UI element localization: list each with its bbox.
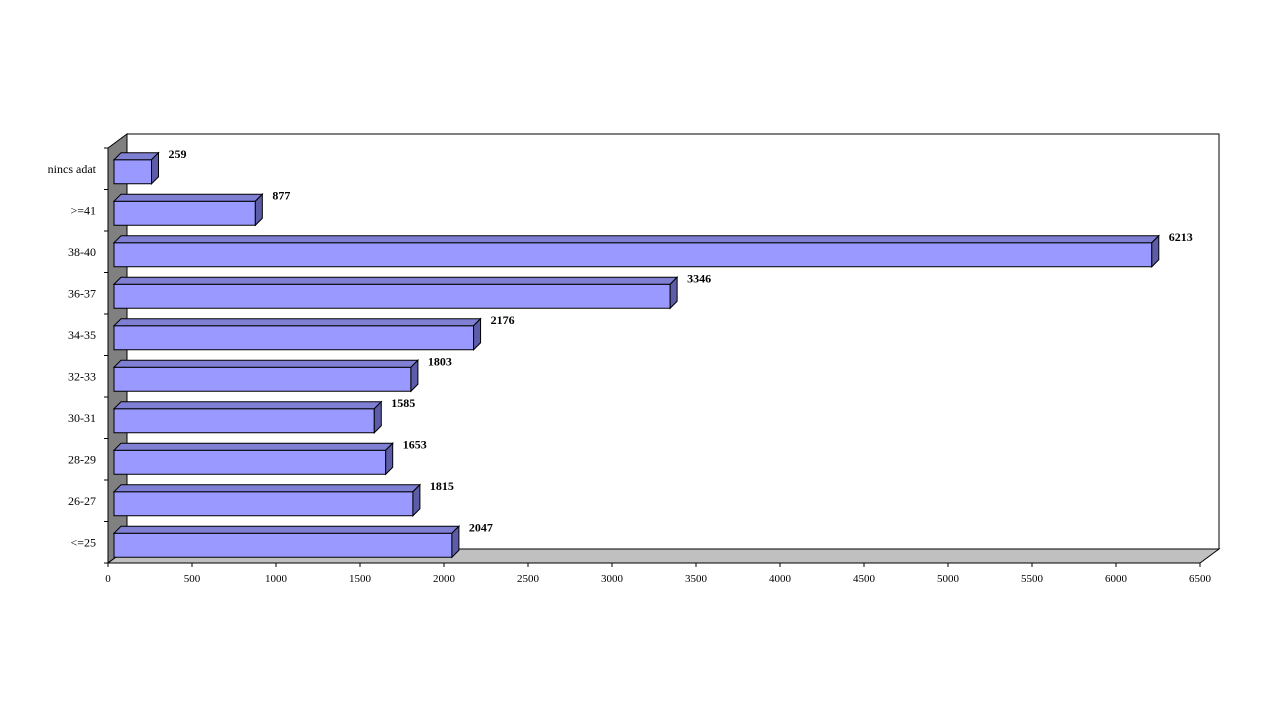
data-label: 2047 — [469, 520, 493, 534]
bar-side — [373, 400, 382, 434]
data-label: 1585 — [391, 396, 415, 410]
data-label: 1803 — [428, 354, 452, 368]
bar-front — [113, 408, 375, 434]
data-label: 1653 — [403, 437, 427, 451]
bar: 259 — [112, 147, 187, 185]
data-label: 259 — [169, 147, 187, 161]
bar-side — [669, 276, 678, 310]
bar-side — [254, 193, 263, 227]
x-tick-label: 1500 — [349, 573, 372, 585]
y-axis: <=25 26-27 28-29 30-31 32-33 34-35 36-37 38-40 >… — [48, 147, 109, 564]
bar-top — [112, 525, 461, 534]
bar-front — [113, 366, 412, 392]
bar-top — [112, 276, 679, 285]
bar-top — [112, 401, 383, 410]
x-tick-label: 3000 — [601, 573, 624, 585]
bar-front — [113, 200, 256, 226]
bar-top — [112, 484, 422, 493]
bar-front — [113, 159, 153, 185]
data-label: 3346 — [687, 271, 711, 285]
x-tick-label: 5500 — [1021, 573, 1044, 585]
x-tick-label: 6000 — [1105, 573, 1128, 585]
bar: 6213 — [112, 230, 1193, 268]
y-tick-label: >=41 — [70, 203, 96, 217]
bar: 1653 — [112, 437, 427, 476]
x-tick-label: 3500 — [685, 573, 708, 585]
bar: 877 — [112, 188, 290, 227]
bar-top — [112, 318, 482, 327]
bar-front — [113, 283, 671, 309]
bar-side — [473, 317, 482, 351]
y-tick-label: 34-35 — [68, 328, 96, 342]
bar-side — [412, 483, 421, 517]
x-tick-label: 0 — [105, 573, 111, 585]
y-tick-label: 28-29 — [68, 452, 96, 466]
bar-top — [112, 193, 264, 202]
y-tick-label: 32-33 — [68, 369, 96, 383]
bar-front — [113, 325, 475, 351]
data-label: 1815 — [430, 479, 454, 493]
bar: 3346 — [112, 271, 711, 310]
bar-front — [113, 491, 414, 517]
y-tick-label: 26-27 — [68, 494, 96, 508]
x-tick-label: 4500 — [853, 573, 876, 585]
bar-side — [410, 359, 419, 393]
bar-top — [112, 442, 394, 451]
bar-side — [151, 151, 160, 185]
data-label: 2176 — [491, 313, 515, 327]
bar: 2047 — [112, 520, 493, 559]
y-tick-label: nincs adat — [48, 162, 97, 176]
bar-top — [112, 152, 160, 161]
bar: 2176 — [112, 313, 515, 351]
bar-side — [1151, 234, 1160, 268]
bar-side — [385, 442, 394, 476]
x-axis: 0 500 1000 1500 2000 2500 3000 3500 4000 4500 5000… — [105, 562, 1212, 585]
bar-side — [451, 525, 460, 559]
bar-front — [113, 242, 1153, 268]
data-label: 6213 — [1169, 230, 1193, 244]
bar-top — [112, 235, 1160, 244]
bar: 1585 — [112, 396, 415, 434]
bar: 1803 — [112, 354, 452, 393]
y-tick-label: 36-37 — [68, 286, 96, 300]
x-tick-label: 2500 — [517, 573, 540, 585]
x-tick-label: 1000 — [265, 573, 288, 585]
x-tick-label: 6500 — [1189, 573, 1212, 585]
bar-front — [113, 449, 387, 475]
y-tick-label: <=25 — [70, 535, 96, 549]
x-tick-label: 4000 — [769, 573, 792, 585]
x-tick-label: 2000 — [433, 573, 456, 585]
x-tick-label: 5000 — [937, 573, 960, 585]
bar: 1815 — [112, 479, 454, 517]
y-tick-label: 30-31 — [68, 411, 96, 425]
data-label: 877 — [272, 188, 290, 202]
bar-front — [113, 532, 453, 558]
x-tick-label: 500 — [184, 573, 201, 585]
bar-top — [112, 359, 420, 368]
y-tick-label: 38-40 — [68, 245, 96, 259]
bar-group: 2047 1815 1653 1585 1803 2176 3346 6213 877 259 — [112, 147, 1193, 559]
